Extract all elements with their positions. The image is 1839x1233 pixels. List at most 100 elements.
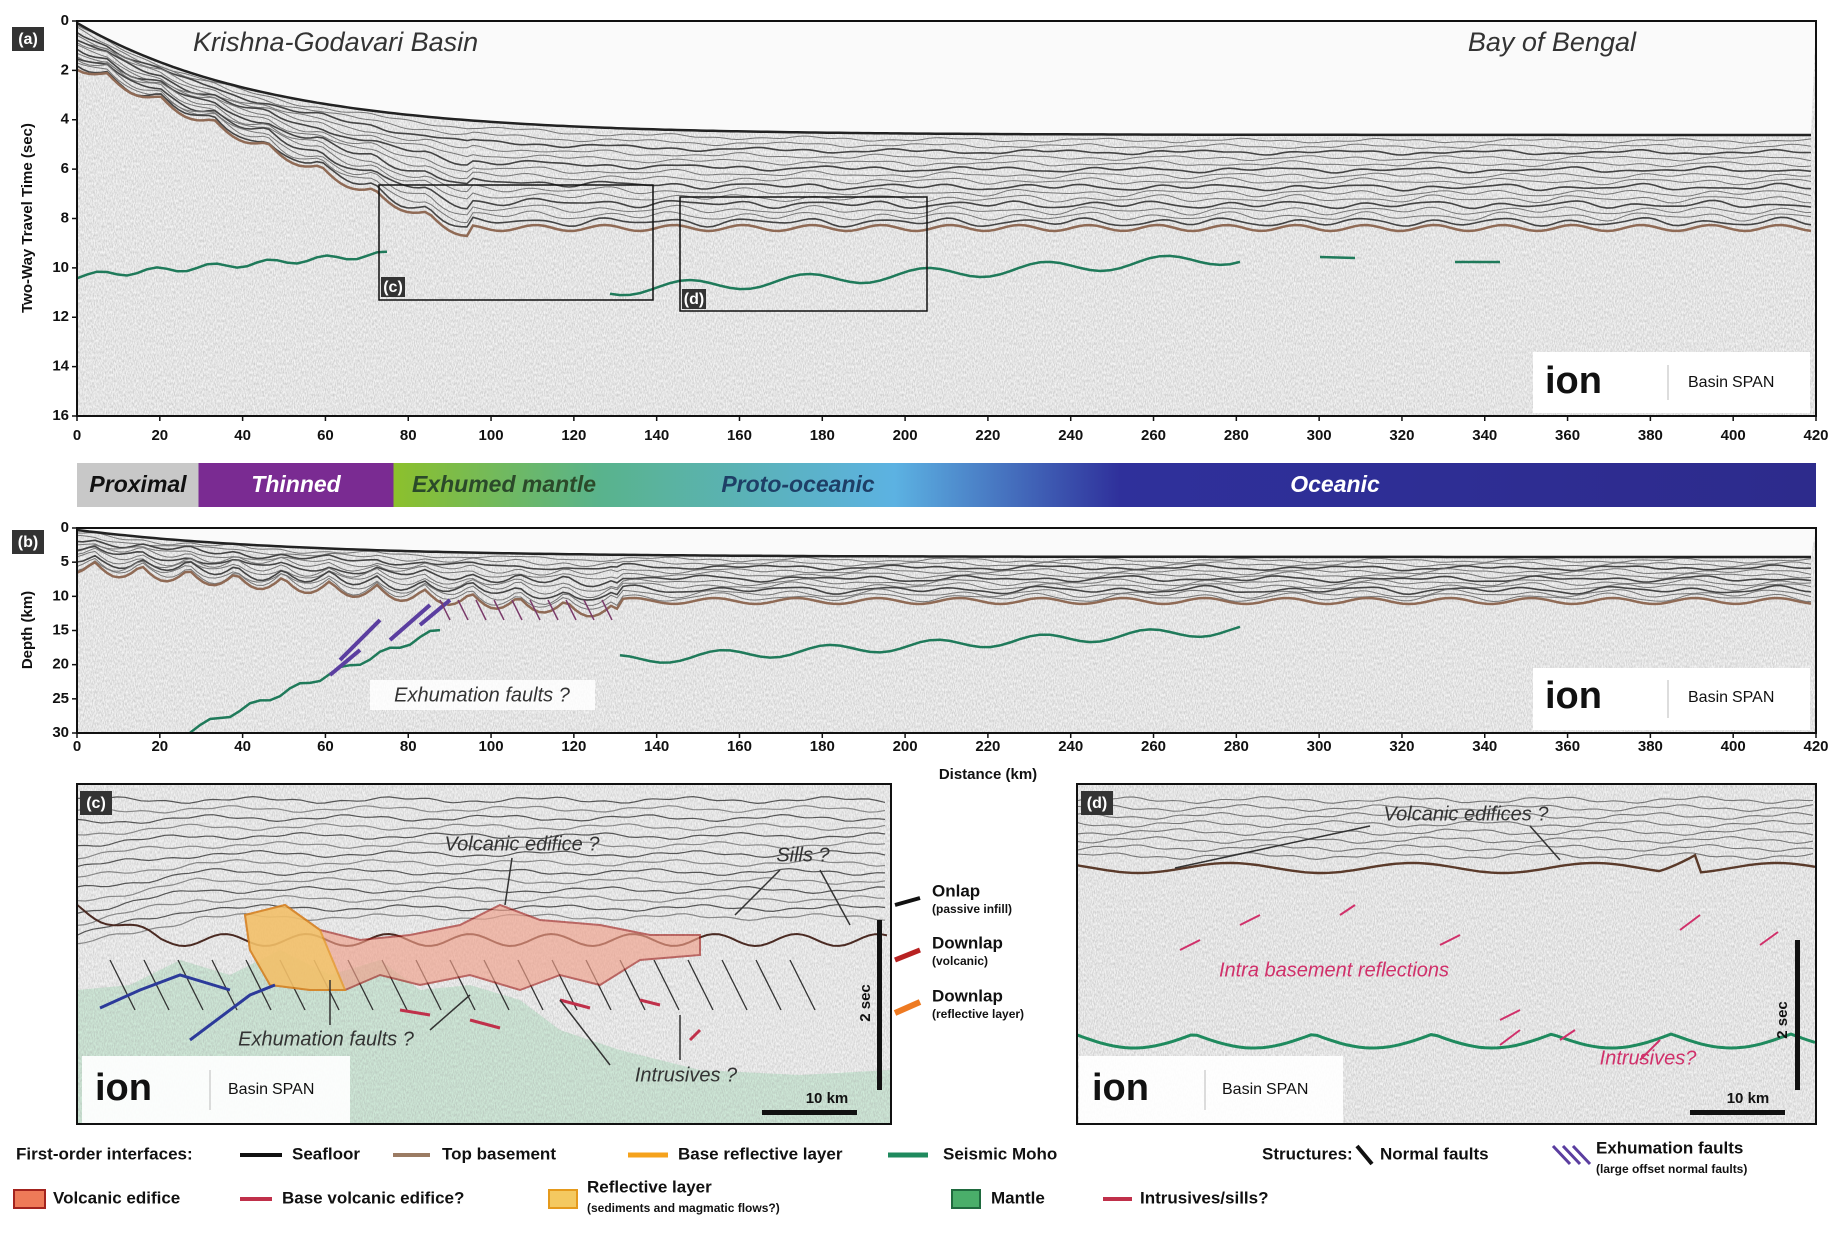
x-tick-label: 360 [1555, 738, 1580, 755]
annotation: Exhumation faults ? [238, 1028, 415, 1050]
domain-label: Thinned [251, 471, 341, 497]
annotation: Exhumation faults ? [394, 684, 571, 706]
y-tick-label: 5 [61, 553, 69, 570]
y-tick-label: 25 [52, 690, 69, 707]
y-tick-label: 14 [52, 358, 69, 375]
x-tick-label: 200 [893, 427, 918, 444]
y-axis-label: Depth (km) [19, 591, 36, 669]
legend-entry: Normal faults [1380, 1144, 1489, 1163]
legend-heading: Structures: [1262, 1144, 1353, 1163]
inset-label: (d) [684, 291, 704, 308]
panel-label: (c) [86, 795, 106, 812]
legend-swatch [14, 1190, 45, 1208]
x-tick-label: 280 [1224, 427, 1249, 444]
domain-label: Oceanic [1290, 471, 1380, 497]
x-tick-label: 60 [317, 738, 334, 755]
legend-swatch [549, 1190, 577, 1208]
y-tick-label: 0 [61, 12, 69, 29]
note-title: Downlap [932, 986, 1003, 1005]
x-tick-label: 100 [479, 427, 504, 444]
x-tick-label: 180 [810, 427, 835, 444]
legend-entry: Volcanic edifice [53, 1188, 180, 1207]
onlap-arrow [895, 898, 920, 905]
legend-entry: Seismic Moho [943, 1144, 1057, 1163]
x-tick-label: 160 [727, 738, 752, 755]
x-tick-label: 140 [644, 738, 669, 755]
moho [1320, 257, 1355, 258]
logo-span: SPAN [1732, 689, 1774, 706]
y-axis-label: Two-Way Travel Time (sec) [19, 123, 36, 313]
note-detail: (passive infill) [932, 902, 1012, 916]
panel-label: (d) [1087, 795, 1107, 812]
x-tick-label: 300 [1307, 427, 1332, 444]
note-detail: (volcanic) [932, 954, 988, 968]
logo-basin: Basin [1688, 374, 1728, 391]
legend-entry: Reflective layer [587, 1177, 712, 1196]
x-tick-label: 20 [151, 738, 168, 755]
x-tick-label: 400 [1721, 427, 1746, 444]
logo-ion: ion [1092, 1067, 1149, 1109]
legend: First-order interfaces: Seafloor Top bas… [14, 1138, 1747, 1215]
legend-entry: Mantle [991, 1188, 1045, 1207]
logo-span: SPAN [272, 1081, 314, 1098]
legend-swatch [1357, 1146, 1372, 1164]
legend-entry: Seafloor [292, 1144, 360, 1163]
y-tick-label: 30 [52, 724, 69, 741]
x-tick-label: 80 [400, 738, 417, 755]
note-detail: (reflective layer) [932, 1007, 1024, 1021]
x-tick-label: 20 [151, 427, 168, 444]
x-tick-label: 0 [73, 427, 81, 444]
domain-label: Proto-oceanic [721, 471, 875, 497]
y-tick-label: 6 [61, 160, 69, 177]
inset-label: (c) [383, 279, 403, 296]
annotation: Volcanic edifices ? [1384, 803, 1550, 825]
logo-basin: Basin [1688, 689, 1728, 706]
y-tick-label: 8 [61, 209, 69, 226]
x-tick-label: 120 [561, 427, 586, 444]
legend-entry: Exhumation faults [1596, 1138, 1743, 1157]
figure: (a) Krishna-Godavari Basin Bay of Bengal… [0, 0, 1839, 1233]
x-tick-label: 320 [1389, 427, 1414, 444]
scale-bar-v [877, 920, 882, 1090]
x-tick-label: 40 [234, 427, 251, 444]
x-tick-label: 380 [1638, 738, 1663, 755]
annotation: Intrusives ? [635, 1064, 738, 1086]
x-tick-label: 40 [234, 738, 251, 755]
logo-basin: Basin [1222, 1081, 1262, 1098]
x-tick-label: 240 [1058, 738, 1083, 755]
y-tick-label: 10 [52, 259, 69, 276]
x-tick-label: 300 [1307, 738, 1332, 755]
annotation: Intra basement reflections [1219, 959, 1449, 981]
y-tick-label: 10 [52, 587, 69, 604]
legend-swatch [1553, 1146, 1590, 1164]
x-tick-label: 280 [1224, 738, 1249, 755]
x-tick-label: 260 [1141, 738, 1166, 755]
downlap-arrow [895, 950, 920, 960]
annotation: Sills ? [776, 844, 830, 866]
x-axis-label: Distance (km) [939, 766, 1037, 783]
note-title: Onlap [932, 881, 980, 900]
x-tick-label: 200 [893, 738, 918, 755]
logo-span: SPAN [1732, 374, 1774, 391]
panel-d [1077, 784, 1816, 1124]
x-tick-label: 220 [975, 738, 1000, 755]
y-tick-label: 0 [61, 519, 69, 536]
x-tick-label: 220 [975, 427, 1000, 444]
scale-bar-h [762, 1110, 857, 1115]
note-title: Downlap [932, 933, 1003, 952]
domain-label: Exhumed mantle [412, 471, 596, 497]
legend-swatch [952, 1190, 980, 1208]
x-tick-label: 360 [1555, 427, 1580, 444]
annotation: Intrusives? [1600, 1047, 1698, 1069]
x-tick-label: 340 [1472, 738, 1497, 755]
legend-heading: First-order interfaces: [16, 1144, 193, 1163]
x-tick-label: 120 [561, 738, 586, 755]
x-tick-label: 340 [1472, 427, 1497, 444]
panel-title: Krishna-Godavari Basin [193, 27, 478, 57]
scale-label: 10 km [806, 1090, 849, 1107]
x-tick-label: 0 [73, 738, 81, 755]
y-tick-label: 15 [52, 621, 69, 638]
x-tick-label: 320 [1389, 738, 1414, 755]
logo-span: SPAN [1266, 1081, 1308, 1098]
x-tick-label: 100 [479, 738, 504, 755]
